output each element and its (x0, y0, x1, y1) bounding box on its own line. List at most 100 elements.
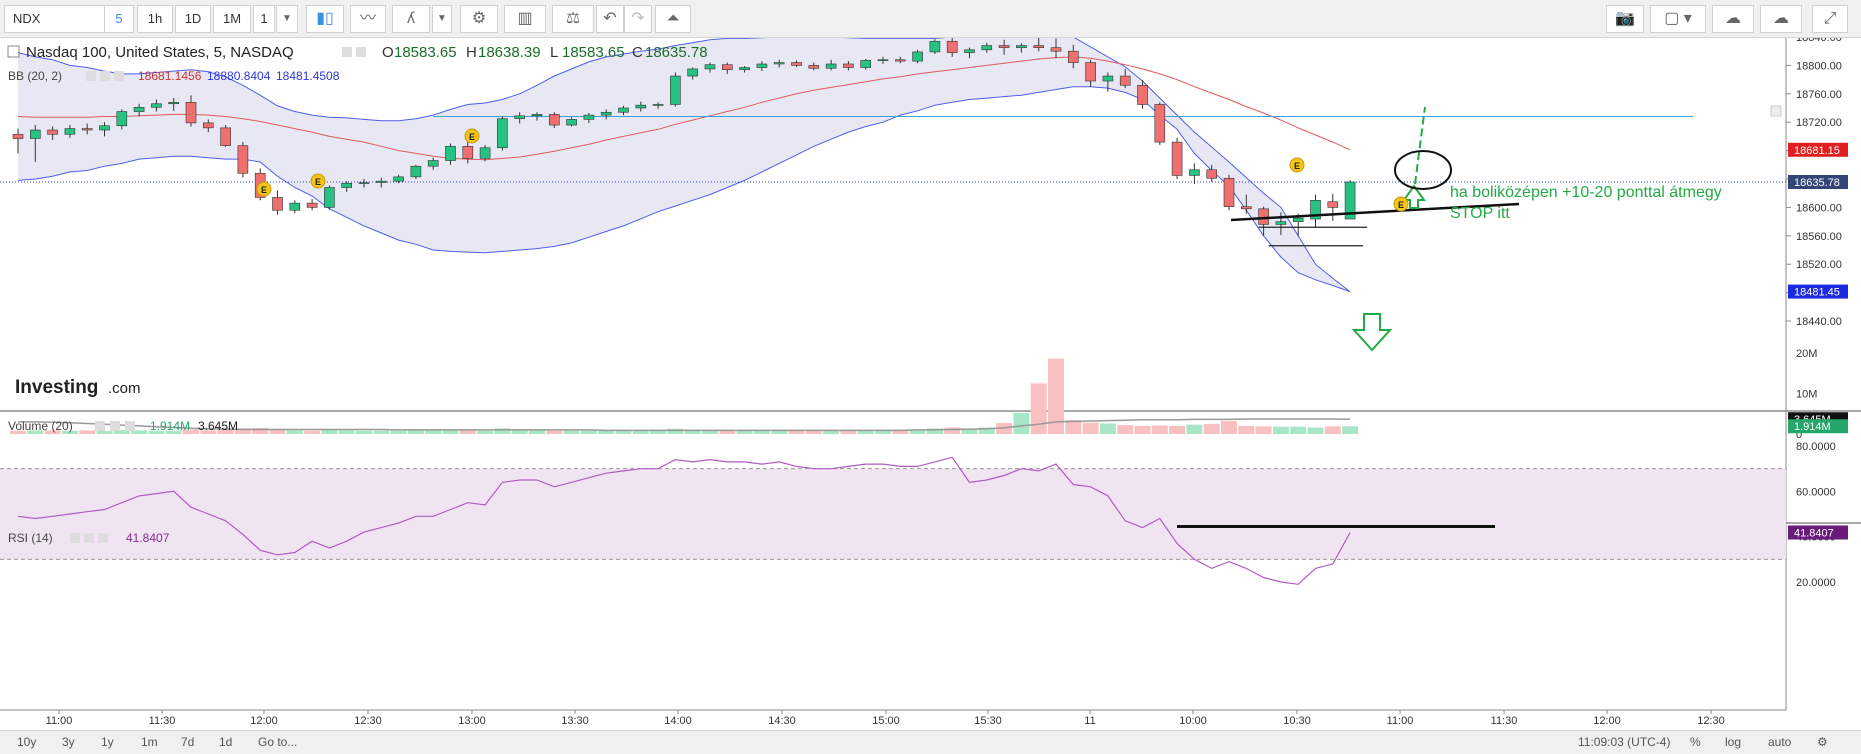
candle-body (929, 40, 941, 53)
bars-icon[interactable]: ▥ (504, 5, 546, 33)
candle-body (531, 114, 543, 117)
camera-icon[interactable]: 📷 (1606, 5, 1644, 33)
eye-icon[interactable] (95, 421, 105, 431)
settings-small-icon[interactable] (100, 71, 110, 81)
fullscreen-icon[interactable]: ⤢ (1812, 5, 1848, 33)
range-7d[interactable]: 7d (181, 735, 195, 749)
volume-bar (892, 430, 909, 434)
volume-bar (286, 430, 303, 434)
goto-button[interactable]: Go to... (258, 735, 298, 749)
redo-icon[interactable]: ↷ (624, 5, 652, 33)
rsi-line (17, 456, 1351, 585)
candle-body (1033, 45, 1044, 48)
auto-toggle[interactable]: auto (1768, 735, 1792, 749)
layout-icon[interactable]: ▢ ▾ (1650, 5, 1706, 33)
volume-bar (200, 430, 217, 434)
candle-body (877, 59, 889, 62)
volume-bar (1186, 424, 1203, 434)
range-3y[interactable]: 3y (62, 735, 75, 749)
price-tick-label: 18520.00 (1796, 259, 1842, 271)
collapse-icon[interactable] (7, 45, 20, 58)
candle-body (410, 165, 422, 178)
candle-body (756, 63, 768, 68)
earnings-marker-icon (1289, 157, 1305, 173)
range-1m[interactable]: 1m (141, 735, 158, 749)
range-1d[interactable]: 1d (219, 735, 233, 749)
cloud-download-icon[interactable]: ☁ (1712, 5, 1754, 33)
price-tick-label: 18440.00 (1796, 316, 1842, 328)
candle-body (185, 102, 197, 124)
rsi-legend-label[interactable]: RSI (14) (8, 531, 53, 545)
bb-legend-label[interactable]: BB (20, 2) (8, 69, 62, 83)
candle-body (47, 129, 58, 135)
candle-body (116, 111, 128, 127)
candle-body (29, 129, 41, 139)
bb-upper-line (17, 38, 1351, 292)
rsi-value: 41.8407 (126, 531, 170, 545)
candles-icon[interactable]: ▮▯ (306, 5, 344, 33)
earnings-marker-icon (1393, 196, 1409, 212)
dropdown-icon[interactable]: ▼ (432, 5, 452, 33)
count-select[interactable]: 1 (253, 5, 275, 33)
settings-small-icon[interactable] (84, 533, 94, 543)
badge-close-bg (1788, 174, 1848, 189)
volume-bar (217, 429, 234, 434)
close-icon[interactable] (114, 71, 124, 81)
interval-1m-button[interactable]: 1M (213, 5, 251, 33)
volume-legend-label[interactable]: Volume (20) (8, 419, 73, 433)
eye-icon[interactable] (86, 71, 96, 81)
volume-bar (563, 430, 580, 434)
volume-bar (684, 430, 701, 434)
indicator-icon[interactable]: ʎ (392, 5, 430, 33)
price-tick-label: 18760.00 (1796, 89, 1842, 101)
line-chart-icon[interactable]: 〰 (350, 5, 386, 33)
scroll-right-icon[interactable] (1770, 105, 1782, 117)
range-10y[interactable]: 10y (17, 735, 37, 749)
interval-1d-button[interactable]: 1D (175, 5, 211, 33)
volume-bar (1082, 422, 1099, 434)
candle-body (324, 187, 335, 208)
candle-body (427, 160, 439, 167)
alert-icon[interactable]: ⏶ (655, 5, 691, 33)
candle-body (1258, 208, 1269, 225)
chart-area[interactable]: E E E E E 18840.00 18800.00 18760.00 18720.00 18… (0, 38, 1861, 730)
settings-small-icon[interactable] (356, 47, 366, 57)
scale-icon[interactable]: ⚖ (552, 5, 594, 33)
rsi-tick-label: 60.0000 (1796, 486, 1836, 498)
interval-5-button[interactable]: 5 (104, 5, 134, 33)
eye-icon[interactable] (342, 47, 352, 57)
badge-rsi: 41.8407 (1794, 527, 1834, 539)
percent-toggle[interactable]: % (1690, 735, 1701, 749)
settings-icon[interactable]: ⚙ (1817, 735, 1828, 749)
log-toggle[interactable]: log (1725, 735, 1742, 749)
cloud-upload-icon[interactable]: ☁ (1760, 5, 1802, 33)
volume-tick-label: 0 (1796, 429, 1802, 441)
time-tick-label: 15:30 (974, 715, 1002, 727)
range-1y[interactable]: 1y (101, 735, 114, 749)
price-tick-label: 18560.00 (1796, 231, 1842, 243)
settings-icon[interactable]: ⚙ (460, 5, 498, 33)
volume-bar (1342, 426, 1359, 434)
time-tick-label: 11:30 (149, 715, 176, 727)
candle-body (825, 63, 837, 69)
settings-small-icon[interactable] (110, 421, 120, 431)
eye-icon[interactable] (70, 533, 80, 543)
candle-body (566, 119, 577, 126)
candle-body (1016, 45, 1027, 48)
chevron-down-icon[interactable]: ▼ (276, 5, 298, 33)
interval-1h-button[interactable]: 1h (137, 5, 173, 33)
brand-logo-suffix: .com (108, 380, 141, 397)
time-tick-label: 12:00 (250, 715, 278, 727)
undo-icon[interactable]: ↶ (596, 5, 624, 33)
bb-lower-value: 18481.4508 (276, 69, 340, 83)
brand-logo: Investing (15, 377, 98, 398)
close-icon[interactable] (98, 533, 108, 543)
candle-body (860, 60, 872, 68)
time-tick-label: 15:00 (872, 715, 900, 727)
time-tick-label: 11 (1084, 715, 1095, 727)
candle-body (1085, 62, 1096, 82)
close-icon[interactable] (125, 421, 135, 431)
ohlc-low-label: L (550, 44, 558, 61)
bb-upper-value: 18880.8404 (207, 69, 271, 83)
candle-body (548, 114, 560, 126)
